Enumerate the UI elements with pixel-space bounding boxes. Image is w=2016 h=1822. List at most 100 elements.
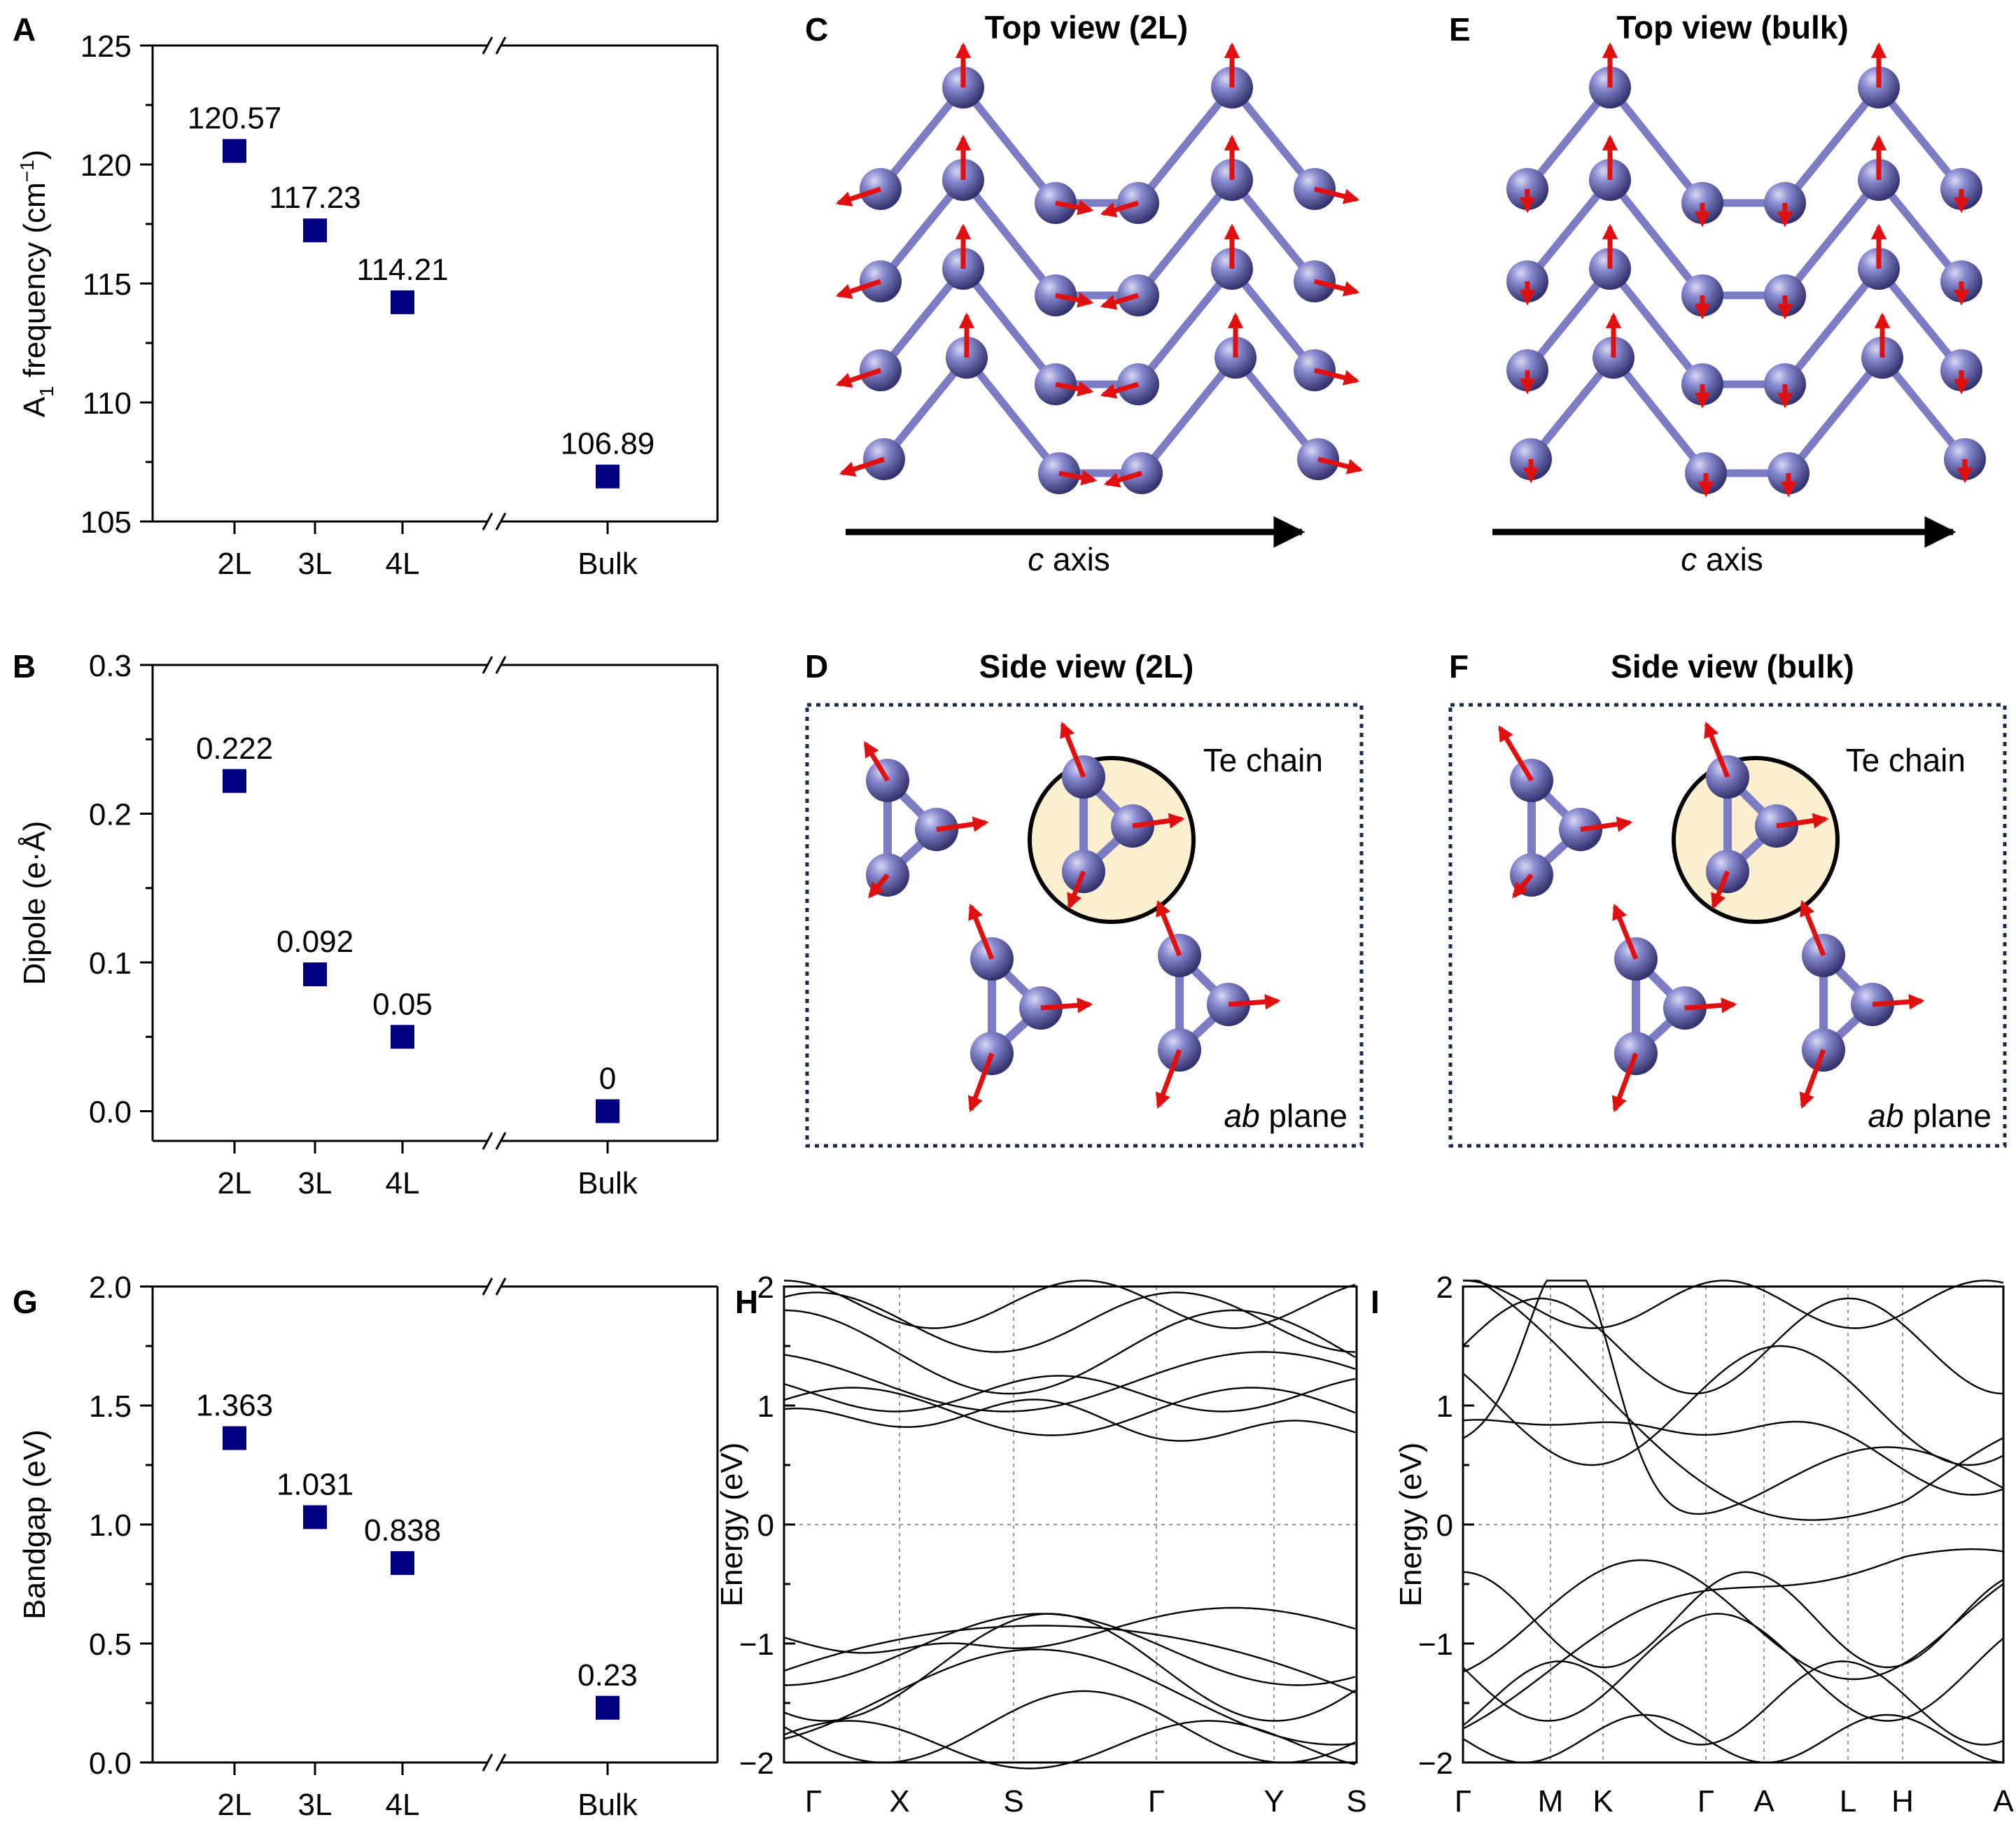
displacement-arrow bbox=[968, 903, 995, 960]
te-bond bbox=[1606, 83, 1707, 207]
displacement-arrow bbox=[1055, 292, 1094, 308]
displacement-arrow bbox=[1055, 381, 1094, 397]
te-bond bbox=[1134, 176, 1236, 300]
top-view-bulk-structure bbox=[1506, 42, 1986, 498]
axis-break-mark bbox=[495, 1132, 507, 1150]
x-tick-label: Bulk bbox=[578, 1788, 638, 1822]
displacement-arrow bbox=[1317, 456, 1364, 475]
data-label: 120.57 bbox=[188, 101, 282, 136]
y-tick-label: 0.0 bbox=[89, 1095, 132, 1130]
k-point-label: K bbox=[1592, 1784, 1613, 1819]
displacement-arrow bbox=[1067, 870, 1086, 910]
conduction-band bbox=[783, 1280, 1356, 1329]
data-marker bbox=[303, 218, 327, 243]
displacement-arrow bbox=[1711, 870, 1730, 910]
conduction-band bbox=[784, 1309, 1356, 1395]
ab-plane-label-bulk: ab plane bbox=[1868, 1098, 1991, 1134]
conduction-band bbox=[783, 1291, 1356, 1353]
te-bond bbox=[959, 176, 1060, 300]
k-point-label: Γ bbox=[805, 1784, 822, 1819]
y-tick-label: 1 bbox=[757, 1389, 774, 1424]
te-bond bbox=[1781, 265, 1883, 388]
axis-break-mark bbox=[495, 512, 507, 531]
k-point-label: Γ bbox=[1698, 1784, 1714, 1819]
x-tick-label: 2L bbox=[218, 1788, 252, 1822]
displacement-arrow bbox=[1800, 899, 1826, 957]
axis-break-mark bbox=[495, 1277, 507, 1296]
displacement-arrow bbox=[967, 1052, 995, 1113]
data-marker bbox=[596, 464, 620, 489]
data-label: 0.092 bbox=[276, 925, 354, 959]
y-tick-label: 115 bbox=[83, 267, 132, 302]
panel-label-e: E bbox=[1449, 11, 1471, 48]
valence-band bbox=[1462, 1714, 2004, 1764]
panel-label-a: A bbox=[13, 11, 36, 48]
y-axis-label: Energy (eV) bbox=[715, 1443, 749, 1607]
te-bond bbox=[1875, 265, 1966, 374]
axis-break-mark bbox=[495, 656, 507, 674]
c-axis-label-bulk: c axis bbox=[1681, 541, 1763, 577]
k-point-label: M bbox=[1538, 1784, 1564, 1819]
y-tick-label: −2 bbox=[739, 1746, 774, 1781]
y-tick-label: 110 bbox=[83, 386, 132, 421]
x-tick-label: 2L bbox=[218, 1166, 252, 1200]
te-bond bbox=[1875, 83, 1966, 193]
k-point-label: S bbox=[1346, 1784, 1366, 1819]
valence-band bbox=[783, 1606, 1356, 1654]
ab-plane-label-2l: ab plane bbox=[1224, 1098, 1348, 1134]
side-view-bulk-frame bbox=[1448, 703, 2007, 1148]
top-view-2l-structure bbox=[835, 42, 1364, 494]
displacement-arrow bbox=[1103, 470, 1143, 488]
te-bond bbox=[1609, 353, 1710, 477]
displacement-arrow bbox=[1314, 279, 1360, 297]
displacement-arrow bbox=[1314, 186, 1360, 204]
te-bond bbox=[876, 176, 967, 286]
x-tick-label: 4L bbox=[386, 1166, 420, 1200]
te-bond bbox=[962, 353, 1063, 477]
displacement-arrow bbox=[1497, 725, 1534, 782]
panel-label-g: G bbox=[13, 1284, 38, 1320]
chart-i-band-structure-bulk: −2 −1 0 1 2 Γ M K Γ A L H A Energy (eV) bbox=[1394, 1270, 2014, 1819]
x-tick-label: 3L bbox=[298, 1166, 332, 1200]
valence-band bbox=[1462, 1548, 2004, 1730]
panel-label-d: D bbox=[805, 648, 828, 685]
k-point-label: Γ bbox=[1148, 1784, 1165, 1819]
valence-band bbox=[1462, 1613, 2004, 1722]
axis-break-mark bbox=[495, 1753, 507, 1772]
conduction-band bbox=[783, 1351, 1356, 1413]
displacement-arrow bbox=[1155, 1049, 1182, 1109]
axis-break-mark bbox=[482, 1753, 493, 1772]
k-point-label: H bbox=[1891, 1784, 1914, 1819]
conduction-band bbox=[1462, 1297, 2004, 1395]
c-axis-label-2l: c axis bbox=[1028, 541, 1110, 577]
te-bond bbox=[1228, 265, 1319, 374]
displacement-arrow bbox=[1799, 1049, 1826, 1109]
displacement-arrow bbox=[839, 456, 886, 477]
y-tick-label: 120 bbox=[80, 148, 132, 183]
te-chain-label-2l: Te chain bbox=[1203, 742, 1323, 778]
displacement-arrow bbox=[1611, 1052, 1639, 1113]
valence-band bbox=[783, 1625, 1356, 1694]
x-tick-label: Bulk bbox=[578, 1166, 638, 1200]
displacement-arrow bbox=[1776, 813, 1829, 829]
y-tick-label: 1.5 bbox=[89, 1389, 132, 1424]
data-label: 117.23 bbox=[269, 181, 360, 215]
displacement-arrow bbox=[936, 816, 989, 832]
te-bond bbox=[1606, 265, 1707, 388]
k-point-label: Γ bbox=[1455, 1784, 1471, 1819]
valence-band bbox=[783, 1648, 1356, 1746]
conduction-band bbox=[1463, 1280, 2004, 1521]
y-tick-label: 0.5 bbox=[89, 1627, 132, 1662]
displacement-arrow bbox=[1580, 816, 1633, 832]
conduction-band bbox=[1462, 1280, 2004, 1515]
te-bond bbox=[1523, 176, 1614, 286]
displacement-arrow bbox=[1512, 873, 1534, 899]
y-tick-label: 1 bbox=[1436, 1389, 1453, 1424]
valence-band bbox=[1462, 1571, 2004, 1669]
te-chain-label-bulk: Te chain bbox=[1846, 742, 1966, 778]
y-tick-label: 0.2 bbox=[89, 798, 132, 832]
chart-b-dipole: 0.0 0.1 0.2 0.3 2L 3L 4L Bulk 0.222 0.092 0.05 0 Dip… bbox=[18, 649, 719, 1200]
displacement-arrow bbox=[868, 873, 890, 899]
displacement-arrow bbox=[1100, 381, 1140, 399]
te-bond bbox=[876, 265, 967, 374]
